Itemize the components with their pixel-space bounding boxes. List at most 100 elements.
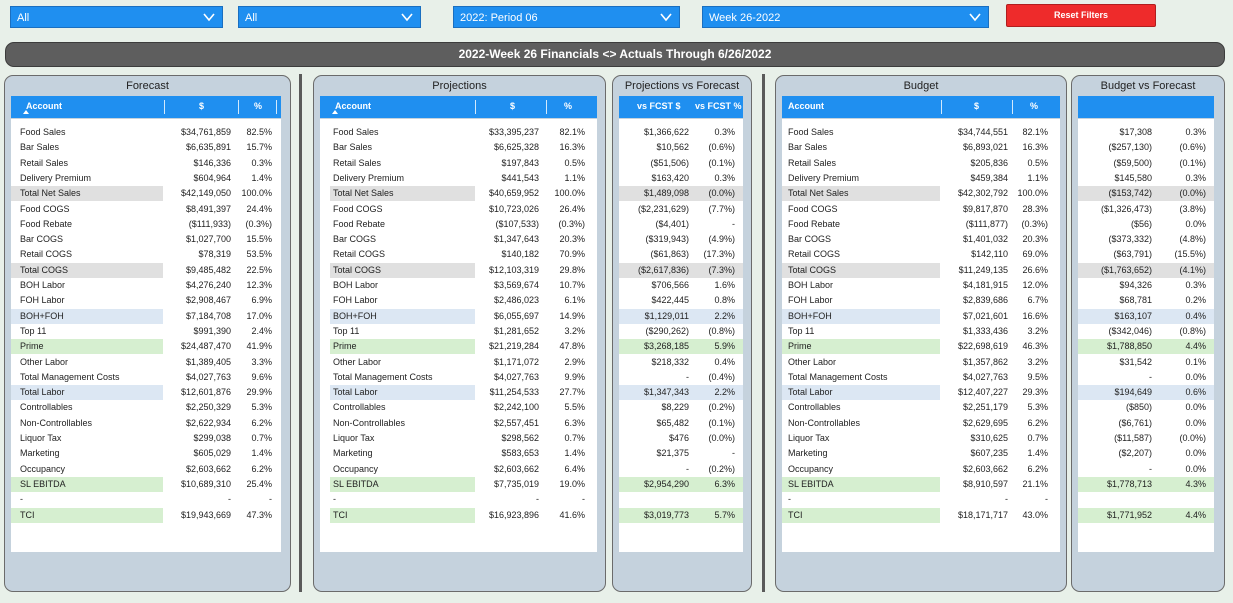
percent-cell: 29.8%	[559, 264, 585, 275]
table-row: ($290,262) (0.8%)	[619, 324, 743, 339]
amount-cell: $6,055,697	[493, 310, 539, 321]
row-highlight	[330, 262, 475, 278]
amount-cell: $2,629,695	[962, 417, 1008, 428]
account-cell: BOH+FOH	[333, 310, 377, 321]
percent-cell: (0.1%)	[708, 157, 735, 168]
row-highlight	[782, 339, 940, 355]
percent-cell: 0.4%	[1185, 310, 1206, 321]
amount-cell: ($11,587)	[1114, 433, 1152, 443]
amount-cell: $298,562	[501, 433, 539, 443]
account-cell: Retail Sales	[788, 157, 837, 168]
header-vs-fcst-percent[interactable]: vs FCST %	[695, 101, 742, 111]
table-row: Food COGS $10,723,026 26.4%	[320, 202, 597, 217]
account-cell: Controllables	[788, 402, 841, 413]
amount-cell: ($2,617,836)	[637, 264, 689, 275]
percent-cell: (4.8%)	[1179, 234, 1206, 245]
account-cell: Bar Sales	[333, 142, 373, 153]
table-row: ---	[782, 492, 1060, 507]
amount-cell: $2,250,329	[185, 402, 231, 413]
percent-cell: 26.4%	[559, 203, 585, 214]
row-highlight	[782, 507, 940, 523]
account-cell: Prime	[20, 341, 44, 352]
amount-cell: $11,249,135	[958, 264, 1008, 275]
percent-cell: (4.9%)	[708, 234, 735, 245]
amount-cell: -	[686, 371, 689, 382]
percent-cell: 43.0%	[1022, 509, 1048, 520]
table-row: ($319,943) (4.9%)	[619, 232, 743, 247]
header-account[interactable]: Account	[335, 101, 371, 111]
amount-cell: $1,366,622	[643, 127, 689, 137]
table-row: Delivery Premium $441,543 1.1%	[320, 171, 597, 186]
table-header: vs FCST $ vs FCST %	[619, 96, 743, 118]
reset-filters-button[interactable]: Reset Filters	[1006, 4, 1156, 27]
table-row: Total Net Sales $42,149,050 100.0%	[11, 186, 281, 202]
table-row: Liquor Tax $299,038 0.7%	[11, 431, 281, 446]
header-percent[interactable]: %	[1030, 101, 1039, 111]
table-row: Total Labor $12,601,876 29.9%	[11, 385, 281, 401]
amount-cell: $9,485,482	[185, 264, 231, 275]
header-percent[interactable]: %	[564, 101, 573, 111]
table-row: $194,649 0.6%	[1078, 385, 1214, 401]
amount-cell: $4,027,763	[493, 371, 539, 382]
amount-cell: $3,569,674	[493, 280, 539, 290]
header-amount[interactable]: $	[199, 101, 205, 111]
amount-cell: $4,276,240	[185, 280, 231, 290]
table-row: Top 11 $1,281,652 3.2%	[320, 324, 597, 339]
sort-arrow-icon[interactable]	[332, 110, 338, 114]
table-row: BOH Labor $3,569,674 10.7%	[320, 278, 597, 293]
percent-cell: 9.9%	[564, 371, 585, 382]
amount-cell: $2,557,451	[493, 417, 539, 428]
account-cell: TCI	[333, 509, 348, 520]
sort-arrow-icon[interactable]	[23, 110, 29, 114]
table-row: Retail Sales $197,843 0.5%	[320, 156, 597, 171]
header-account[interactable]: Account	[26, 101, 62, 111]
amount-cell: $8,910,597	[962, 478, 1008, 489]
filter-dropdown-1[interactable]: All	[10, 6, 223, 28]
percent-cell: 2.2%	[714, 387, 735, 398]
percent-cell: 6.7%	[1027, 295, 1048, 306]
table-row: Food Rebate ($111,933) (0.3%)	[11, 217, 281, 232]
row-highlight	[782, 385, 940, 401]
table-row: Other Labor $1,357,862 3.2%	[782, 355, 1060, 370]
header-amount[interactable]: $	[974, 101, 980, 111]
amount-cell: $6,625,328	[493, 142, 539, 153]
filter-dropdown-2[interactable]: All	[238, 6, 421, 28]
percent-cell: 2.4%	[251, 325, 272, 336]
amount-cell: ($319,943)	[645, 234, 689, 245]
period-dropdown[interactable]: 2022: Period 06	[453, 6, 680, 28]
account-cell: Total COGS	[788, 264, 837, 275]
table-row: Top 11 $1,333,436 3.2%	[782, 324, 1060, 339]
row-highlight	[782, 262, 940, 278]
amount-cell: ($342,046)	[1108, 325, 1152, 336]
filter-value: 2022: Period 06	[460, 12, 538, 24]
row-highlight	[1078, 476, 1214, 492]
account-cell: SL EBITDA	[333, 478, 379, 489]
account-cell: Marketing	[333, 448, 373, 459]
account-cell: SL EBITDA	[20, 478, 66, 489]
table-row: Food COGS $9,817,870 28.3%	[782, 202, 1060, 217]
row-highlight	[782, 308, 940, 324]
table-row: Total Net Sales $42,302,792 100.0%	[782, 186, 1060, 202]
table-row: Prime $24,487,470 41.9%	[11, 339, 281, 355]
header-vs-fcst-amount[interactable]: vs FCST $	[637, 101, 681, 111]
percent-cell: 0.5%	[1027, 157, 1048, 168]
page-title: 2022-Week 26 Financials <> Actuals Throu…	[5, 42, 1225, 67]
header-amount[interactable]: $	[510, 101, 516, 111]
table-row: $1,771,952 4.4%	[1078, 507, 1214, 523]
row-highlight	[330, 186, 475, 202]
amount-cell: ($1,326,473)	[1100, 203, 1152, 214]
header-percent[interactable]: %	[254, 101, 263, 111]
table-row: Retail Sales $146,336 0.3%	[11, 156, 281, 171]
table-row: Total COGS $9,485,482 22.5%	[11, 262, 281, 278]
amount-cell: ($56)	[1130, 218, 1152, 229]
table-row: Bar COGS $1,401,032 20.3%	[782, 232, 1060, 247]
table-row: Retail COGS $140,182 70.9%	[320, 247, 597, 262]
week-dropdown[interactable]: Week 26-2022	[702, 6, 989, 28]
filter-value: Week 26-2022	[709, 12, 781, 24]
percent-cell: 1.4%	[251, 172, 272, 183]
header-account[interactable]: Account	[788, 101, 824, 111]
table-row: $17,308 0.3%	[1078, 125, 1214, 140]
panel-title: Projections	[432, 80, 487, 92]
percent-cell: 5.3%	[1027, 402, 1048, 413]
amount-cell: $197,843	[501, 157, 539, 168]
